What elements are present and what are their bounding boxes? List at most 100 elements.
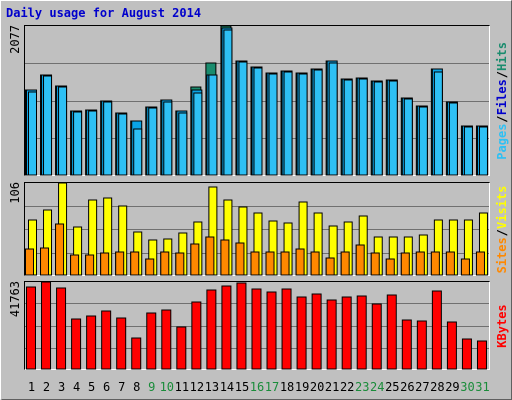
bar-kbytes bbox=[71, 318, 82, 370]
panel-kbytes: 41763 KBytes bbox=[8, 281, 509, 370]
bar-kbytes bbox=[446, 321, 457, 370]
bars bbox=[26, 281, 487, 370]
day-label: 3 bbox=[58, 380, 65, 394]
bar-pages bbox=[148, 107, 158, 176]
plot-border-dark bbox=[24, 281, 490, 370]
bar-pages bbox=[343, 79, 353, 176]
day-label: 7 bbox=[118, 380, 125, 394]
day-label: 12 bbox=[190, 380, 204, 394]
legend-visits: Visits bbox=[495, 186, 509, 229]
bar-sites-front bbox=[175, 252, 185, 276]
day-label: 22 bbox=[340, 380, 354, 394]
ymax-label: 2077 bbox=[8, 25, 22, 54]
bar-pages bbox=[163, 101, 173, 176]
day-label: 6 bbox=[103, 380, 110, 394]
day-labels: 1 2 3 4 5 6 7 8 9 10 11 12 13 14 15 16 17 18 19 20 21 22 23 24 2… bbox=[28, 380, 490, 394]
bar-sites-front bbox=[265, 251, 275, 276]
legend-separator: / bbox=[495, 115, 509, 122]
bar-pages bbox=[118, 113, 128, 176]
day-label: 14 bbox=[220, 380, 234, 394]
bar-pages bbox=[133, 128, 143, 176]
day-label: 16 bbox=[250, 380, 264, 394]
bar-sites-front bbox=[115, 251, 125, 276]
legend-files: Files bbox=[495, 79, 509, 115]
bar-kbytes bbox=[296, 296, 307, 370]
bar-kbytes bbox=[341, 296, 352, 370]
day-label: 31 bbox=[475, 380, 489, 394]
bar-sites-front bbox=[310, 251, 320, 276]
bar-sites-front bbox=[100, 252, 110, 276]
bar-kbytes bbox=[356, 295, 367, 370]
bar-pages bbox=[58, 86, 68, 176]
legend-sites: Sites bbox=[495, 237, 509, 273]
bar-sites-front bbox=[85, 254, 95, 276]
day-label: 11 bbox=[175, 380, 189, 394]
bar-pages bbox=[103, 101, 113, 176]
day-label: 9 bbox=[148, 380, 155, 394]
bar-sites-front bbox=[190, 243, 200, 276]
bar-kbytes bbox=[86, 315, 97, 370]
day-label: 27 bbox=[415, 380, 429, 394]
bars bbox=[25, 182, 488, 276]
panel-hits-files-pages: 2077 Pages/Files/Hits bbox=[8, 25, 509, 176]
bar-kbytes bbox=[221, 285, 232, 370]
bar-kbytes bbox=[461, 338, 472, 370]
day-label: 25 bbox=[385, 380, 399, 394]
bar-kbytes bbox=[401, 319, 412, 370]
bar-sites-front bbox=[130, 251, 140, 276]
bar-sites-front bbox=[145, 258, 155, 276]
day-label: 28 bbox=[430, 380, 444, 394]
legend: Sites/Visits bbox=[495, 186, 509, 274]
bar-sites-front bbox=[445, 251, 455, 276]
panel-visits-sites: 106 Sites/Visits bbox=[8, 182, 509, 276]
bar-sites-front bbox=[340, 251, 350, 276]
bar-kbytes bbox=[146, 312, 157, 370]
day-label: 13 bbox=[205, 380, 219, 394]
legend: Pages/Files/Hits bbox=[495, 42, 509, 160]
bar-kbytes bbox=[281, 288, 292, 370]
bar-sites-front bbox=[325, 257, 335, 276]
bar-sites-front bbox=[40, 247, 50, 276]
bar-pages bbox=[193, 92, 203, 176]
day-label: 15 bbox=[235, 380, 249, 394]
bar-pages bbox=[283, 71, 293, 176]
day-label: 4 bbox=[73, 380, 80, 394]
ymax-label: 106 bbox=[8, 182, 22, 204]
bar-pages bbox=[328, 62, 338, 176]
bar-pages bbox=[43, 75, 53, 176]
bar-sites-front bbox=[460, 258, 470, 276]
bar-kbytes bbox=[416, 320, 427, 370]
bar-sites-front bbox=[280, 251, 290, 276]
bar-pages bbox=[253, 67, 263, 176]
bar-kbytes bbox=[386, 294, 397, 370]
bar-kbytes bbox=[236, 282, 247, 370]
bar-sites-front bbox=[235, 242, 245, 276]
bar-sites-front bbox=[55, 223, 65, 276]
plot-border-dark bbox=[24, 182, 490, 276]
bar-pages bbox=[448, 102, 458, 176]
bar-pages bbox=[373, 81, 383, 176]
bar-kbytes bbox=[251, 288, 262, 370]
day-label: 21 bbox=[325, 380, 339, 394]
bar-pages bbox=[313, 69, 323, 176]
bar-sites-front bbox=[370, 252, 380, 276]
bar-kbytes bbox=[56, 287, 67, 370]
bar-kbytes bbox=[431, 290, 442, 370]
bar-sites-front bbox=[205, 236, 215, 276]
legend: KBytes bbox=[495, 304, 509, 347]
bar-kbytes bbox=[116, 317, 127, 370]
bar-sites-front bbox=[415, 251, 425, 276]
day-label: 17 bbox=[265, 380, 279, 394]
bar-pages bbox=[73, 111, 83, 176]
bar-pages bbox=[358, 78, 368, 176]
bar-sites-front bbox=[355, 244, 365, 276]
chart-title: Daily usage for August 2014 bbox=[6, 6, 201, 20]
bar-sites-front bbox=[430, 251, 440, 276]
bar-kbytes bbox=[311, 293, 322, 370]
bar-sites-front bbox=[295, 248, 305, 276]
legend-separator: / bbox=[495, 229, 509, 236]
ymax-label: 41763 bbox=[8, 281, 22, 317]
legend-kbytes: KBytes bbox=[495, 304, 509, 347]
